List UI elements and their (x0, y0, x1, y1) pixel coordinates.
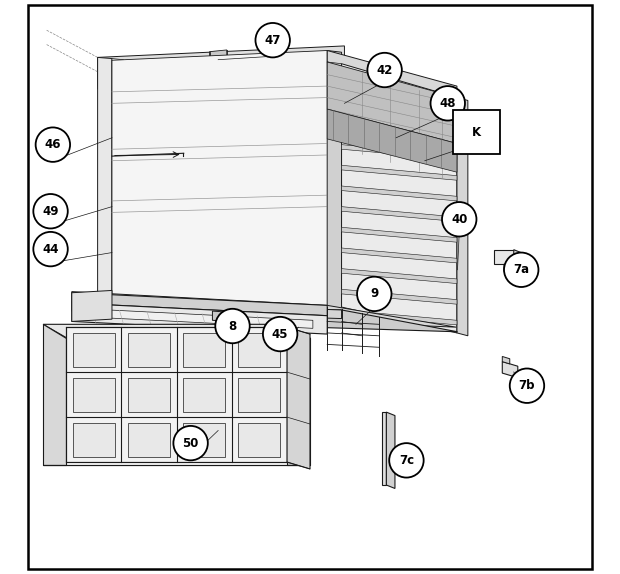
Text: 7a: 7a (513, 263, 529, 276)
Polygon shape (183, 422, 225, 457)
Circle shape (504, 253, 538, 287)
Polygon shape (342, 310, 457, 325)
FancyBboxPatch shape (453, 110, 500, 154)
Circle shape (389, 443, 423, 478)
Polygon shape (342, 289, 457, 304)
Polygon shape (128, 422, 170, 457)
Polygon shape (86, 309, 313, 328)
Text: 45: 45 (272, 328, 288, 340)
Polygon shape (239, 378, 280, 412)
Polygon shape (72, 290, 112, 321)
Circle shape (215, 309, 250, 343)
Polygon shape (72, 293, 327, 316)
Polygon shape (213, 311, 229, 321)
Circle shape (510, 369, 544, 403)
Polygon shape (72, 292, 456, 327)
Circle shape (263, 317, 298, 351)
Circle shape (33, 232, 68, 266)
Text: 47: 47 (265, 34, 281, 46)
Text: 7c: 7c (399, 454, 414, 467)
Text: 46: 46 (45, 138, 61, 151)
Polygon shape (287, 327, 310, 469)
Polygon shape (239, 422, 280, 457)
Polygon shape (43, 324, 310, 338)
Polygon shape (112, 59, 123, 307)
Polygon shape (97, 57, 112, 305)
Text: 42: 42 (376, 64, 393, 76)
Polygon shape (342, 64, 457, 333)
Text: 9: 9 (370, 288, 378, 300)
Polygon shape (210, 50, 227, 61)
Polygon shape (72, 301, 342, 319)
Polygon shape (342, 207, 457, 222)
Polygon shape (239, 332, 280, 367)
Polygon shape (73, 378, 115, 412)
Text: 50: 50 (182, 437, 199, 449)
Text: 49: 49 (42, 205, 59, 218)
Circle shape (357, 277, 391, 311)
Text: ReplacementParts.com: ReplacementParts.com (149, 291, 253, 300)
Polygon shape (342, 186, 457, 201)
Text: 7b: 7b (519, 379, 535, 392)
Polygon shape (342, 248, 457, 263)
Polygon shape (327, 51, 457, 98)
Circle shape (35, 127, 70, 162)
Polygon shape (342, 145, 457, 160)
Circle shape (255, 23, 290, 57)
Polygon shape (342, 165, 457, 180)
Polygon shape (183, 332, 225, 367)
Polygon shape (97, 60, 345, 86)
Polygon shape (504, 264, 523, 277)
Polygon shape (327, 51, 342, 309)
Circle shape (430, 86, 465, 121)
Polygon shape (73, 422, 115, 457)
Polygon shape (502, 362, 518, 378)
Text: 48: 48 (440, 97, 456, 110)
Circle shape (174, 426, 208, 460)
Polygon shape (342, 124, 457, 139)
Polygon shape (66, 327, 287, 462)
Polygon shape (327, 62, 457, 144)
Circle shape (442, 202, 476, 236)
Polygon shape (43, 324, 66, 465)
Text: 44: 44 (42, 243, 59, 255)
Polygon shape (382, 412, 386, 485)
Polygon shape (128, 332, 170, 367)
Circle shape (368, 53, 402, 87)
Polygon shape (73, 332, 115, 367)
Polygon shape (327, 62, 342, 309)
Polygon shape (183, 378, 225, 412)
Text: K: K (472, 126, 481, 138)
Polygon shape (386, 412, 395, 488)
Text: 8: 8 (228, 320, 237, 332)
Polygon shape (342, 103, 457, 118)
Polygon shape (327, 109, 457, 172)
Polygon shape (342, 227, 457, 242)
Polygon shape (97, 68, 345, 89)
Polygon shape (72, 303, 327, 334)
Polygon shape (494, 250, 514, 264)
Polygon shape (229, 312, 238, 324)
Polygon shape (287, 324, 310, 465)
Circle shape (33, 194, 68, 228)
Polygon shape (112, 51, 327, 317)
Polygon shape (72, 301, 458, 332)
Polygon shape (342, 269, 457, 284)
Polygon shape (457, 98, 468, 336)
Polygon shape (97, 46, 345, 72)
Polygon shape (514, 250, 528, 270)
Polygon shape (502, 356, 510, 364)
Text: 40: 40 (451, 213, 467, 226)
Polygon shape (128, 378, 170, 412)
